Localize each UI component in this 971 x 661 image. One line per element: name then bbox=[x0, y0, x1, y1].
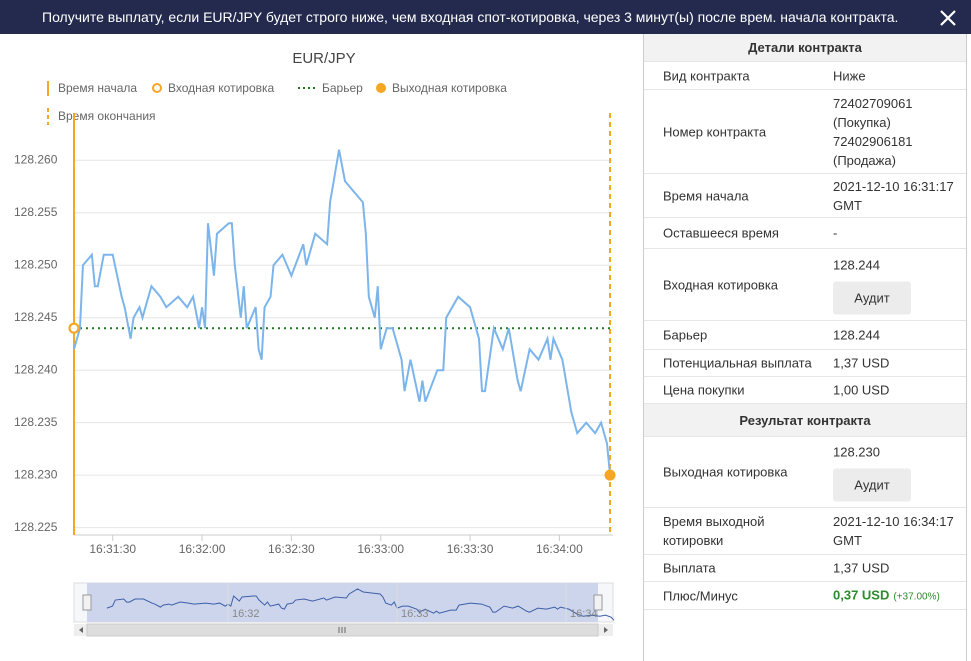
detail-value-cell: Ниже bbox=[833, 66, 958, 85]
detail-value: 1,37 USD bbox=[833, 355, 890, 371]
price-line bbox=[73, 149, 612, 476]
detail-label: Выплата bbox=[663, 560, 716, 576]
x-tick-label: 16:32:30 bbox=[268, 542, 315, 556]
legend-label: Время окончания bbox=[58, 109, 156, 123]
y-tick-label: 128.245 bbox=[14, 310, 58, 324]
detail-label: Время начала bbox=[663, 188, 749, 203]
detail-value: 1,00 USD bbox=[833, 382, 890, 398]
detail-row: Вид контракта Ниже bbox=[644, 62, 966, 90]
navigator-tick-label: 16:33 bbox=[401, 608, 429, 620]
detail-value-cell: 1,37 USD bbox=[833, 354, 958, 373]
contract-panel: Детали контракта Вид контракта Ниже Номер к… bbox=[643, 34, 967, 661]
detail-label: Цена покупки bbox=[663, 382, 745, 398]
detail-value-cell: 128.230 Аудит bbox=[833, 443, 958, 502]
detail-row: Барьер 128.244 bbox=[644, 321, 966, 350]
detail-label: Входная котировка bbox=[663, 277, 779, 292]
detail-row: Входная котировка 128.244 Аудит bbox=[644, 249, 966, 321]
detail-value: 128.244 bbox=[833, 327, 880, 343]
legend-label: Входная котировка bbox=[168, 81, 275, 95]
chart-title: EUR/JPY bbox=[292, 50, 355, 67]
detail-label: Номер контракта bbox=[663, 124, 767, 139]
scrollbar-left-arrow bbox=[79, 627, 83, 633]
detail-value-cell: - bbox=[833, 224, 958, 243]
x-tick-label: 16:33:30 bbox=[447, 542, 494, 556]
legend-label: Выходная котировка bbox=[392, 81, 507, 95]
chart: EUR/JPY 128.225 128.230 128.235 128.240 128.… bbox=[14, 50, 616, 637]
detail-value-cell: 2021-12-10 16:31:17 GMT bbox=[833, 177, 958, 215]
detail-row: Плюс/Минус 0,37 USD (+37.00%) bbox=[644, 582, 966, 610]
detail-label: Вид контракта bbox=[663, 68, 750, 83]
detail-value: 2021-12-10 16:31:17 GMT bbox=[833, 178, 954, 213]
detail-value-cell: 72402709061 (Покупка) 72402906181 (Прода… bbox=[833, 94, 958, 170]
exit-spot-marker bbox=[604, 469, 616, 481]
scrollbar-right-arrow bbox=[604, 627, 608, 633]
detail-value-cell: 128.244 Аудит bbox=[833, 255, 958, 314]
detail-label: Плюс/Минус bbox=[663, 588, 738, 603]
detail-row: Номер контракта 72402709061 (Покупка) 724… bbox=[644, 90, 966, 174]
y-tick-label: 128.240 bbox=[14, 362, 58, 376]
detail-value: 1,37 USD bbox=[833, 560, 890, 576]
detail-value: 128.230 bbox=[833, 444, 880, 460]
audit-button[interactable]: Аудит bbox=[833, 468, 911, 502]
detail-value: 128.244 bbox=[833, 257, 880, 272]
x-tick-label: 16:33:00 bbox=[357, 542, 404, 556]
header-title: Получите выплату, если EUR/JPY будет стр… bbox=[42, 9, 899, 25]
detail-label: Барьер bbox=[663, 327, 708, 343]
close-button[interactable] bbox=[940, 10, 956, 26]
y-tick-label: 128.225 bbox=[14, 520, 58, 534]
section-title: Детали контракта bbox=[644, 34, 966, 62]
detail-row: Выплата 1,37 USD bbox=[644, 555, 966, 582]
navigator-handle[interactable] bbox=[82, 594, 92, 611]
detail-value-cell: 128.244 bbox=[833, 326, 958, 345]
detail-label: Выходная котировка bbox=[663, 464, 788, 480]
navigator-line bbox=[106, 588, 615, 621]
entry-spot-marker bbox=[68, 322, 80, 334]
navigator-handle[interactable] bbox=[593, 594, 603, 611]
detail-value-cell: 1,00 USD bbox=[833, 381, 958, 400]
detail-value-cell: 0,37 USD (+37.00%) bbox=[833, 585, 958, 606]
detail-row: Потенциальная выплата 1,37 USD bbox=[644, 350, 966, 377]
legend-entry-icon bbox=[152, 83, 162, 93]
detail-label: Время выходной котировки bbox=[663, 514, 765, 548]
y-tick-label: 128.250 bbox=[14, 257, 58, 271]
detail-value: Ниже bbox=[833, 68, 866, 83]
legend-label: Барьер bbox=[322, 81, 363, 95]
navigator-tick-label: 16:34 bbox=[570, 608, 598, 620]
legend-exit-icon bbox=[376, 83, 386, 93]
audit-button[interactable]: Аудит bbox=[833, 281, 911, 314]
detail-value-cell: 2021-12-10 16:34:17 GMT bbox=[833, 512, 958, 550]
legend-label: Время начала bbox=[58, 81, 137, 95]
y-tick-label: 128.260 bbox=[14, 152, 58, 166]
detail-value: 0,37 USD bbox=[833, 587, 890, 602]
detail-note: (+37.00%) bbox=[893, 591, 940, 602]
navigator-selection bbox=[87, 583, 598, 622]
x-tick-label: 16:32:00 bbox=[179, 542, 226, 556]
y-tick-label: 128.230 bbox=[14, 467, 58, 481]
y-tick-label: 128.255 bbox=[14, 205, 58, 219]
detail-value-cell: 1,37 USD bbox=[833, 559, 958, 578]
section-title: Результат контракта bbox=[644, 404, 966, 437]
detail-label: Потенциальная выплата bbox=[663, 355, 812, 371]
detail-row: Оставшееся время - bbox=[644, 218, 966, 249]
x-tick-label: 16:31:30 bbox=[89, 542, 136, 556]
detail-row: Выходная котировка 128.230 Аудит bbox=[644, 437, 966, 508]
detail-value: 2021-12-10 16:34:17 GMT bbox=[833, 514, 954, 548]
detail-row: Время выходной котировки 2021-12-10 16:34… bbox=[644, 508, 966, 555]
detail-value: 72402709061 (Покупка) 72402906181 (Прода… bbox=[833, 95, 913, 168]
detail-label: Оставшееся время bbox=[663, 225, 779, 241]
x-tick-label: 16:34:00 bbox=[536, 542, 583, 556]
y-tick-label: 128.235 bbox=[14, 415, 58, 429]
header: Получите выплату, если EUR/JPY будет стр… bbox=[0, 0, 971, 34]
detail-value: - bbox=[833, 225, 838, 241]
navigator-tick-label: 16:32 bbox=[232, 608, 260, 620]
detail-row: Время начала 2021-12-10 16:31:17 GMT bbox=[644, 174, 966, 218]
detail-row: Цена покупки 1,00 USD bbox=[644, 377, 966, 404]
